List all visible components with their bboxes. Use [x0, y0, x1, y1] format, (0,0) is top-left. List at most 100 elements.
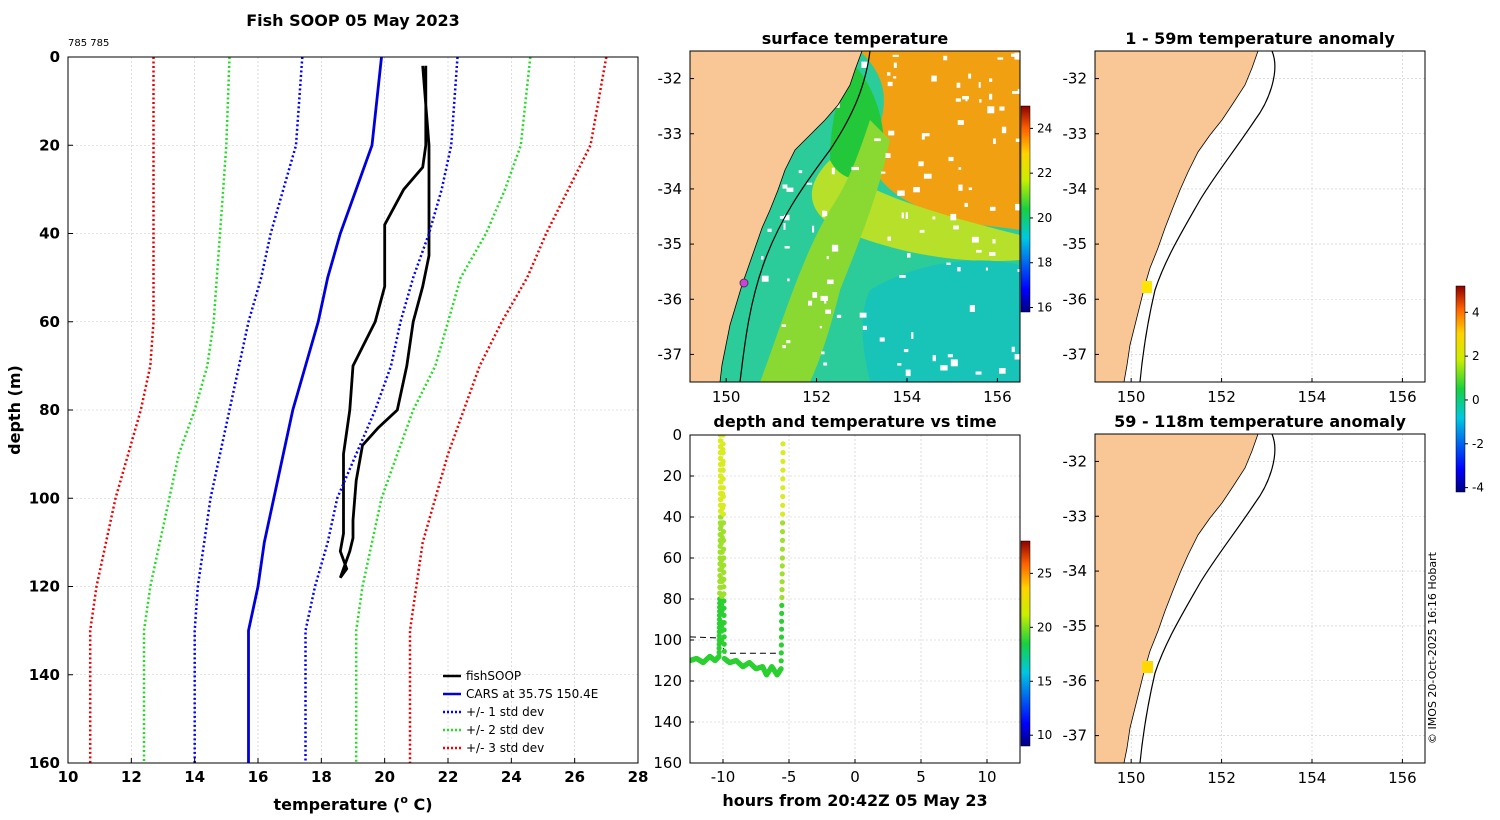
sst-cloud-pixel [921, 135, 925, 140]
sst-south-cool [862, 260, 1020, 382]
sst-cloud-pixel [784, 246, 790, 249]
id-label: 785 785 [68, 38, 109, 49]
timeseries-point [780, 441, 786, 447]
sst-cloud-pixel [781, 324, 787, 327]
profile-xtick-label: 26 [564, 768, 585, 786]
sst-cloud-pixel [958, 184, 963, 191]
sst-cloud-pixel [820, 295, 828, 301]
sst-cloud-pixel [1011, 346, 1015, 353]
profile-xtick-label: 16 [248, 768, 269, 786]
anomaly1-land [1095, 51, 1259, 382]
sst-cloud-pixel [948, 156, 954, 162]
timeseries-grid [690, 434, 1020, 764]
profile-legend: fishSOOP CARS at 35.7S 150.4E +/- 1 std … [443, 669, 598, 755]
timeseries-point [779, 587, 785, 593]
profile-ytick-label: 20 [39, 136, 60, 154]
sst-cloud-pixel [931, 75, 937, 82]
sst-cloud-pixel [968, 73, 972, 79]
sst-cloud-pixel [897, 363, 902, 366]
profile-ylabel: depth (m) [5, 365, 24, 455]
anomaly2-marker [1142, 661, 1153, 673]
sst-cloud-pixel [880, 171, 886, 174]
sst-cloud-pixel [989, 93, 993, 100]
timeseries-xtick-label: 5 [916, 768, 926, 786]
profile-ytick-label: 140 [29, 666, 60, 684]
sst-cloud-pixel [824, 210, 828, 217]
map-ytick-label: -32 [1063, 70, 1088, 88]
sst-cloud-pixel [958, 167, 962, 170]
sst-map [690, 51, 1020, 382]
colorbar-tick-label: 24 [1037, 121, 1052, 135]
profile-ytick-label: 60 [39, 313, 60, 331]
sst-cloud-pixel [989, 252, 996, 256]
anomaly1-title: 1 - 59m temperature anomaly [1125, 29, 1395, 48]
timeseries-reference-line [690, 636, 783, 654]
sst-cloud-pixel [787, 278, 790, 282]
timeseries-point [721, 591, 727, 597]
timeseries-xtick-label: 10 [977, 768, 996, 786]
sst-cloud-pixel [874, 138, 881, 142]
sst-cloud-pixel [950, 359, 958, 367]
sst-cloud-pixel [1014, 354, 1020, 360]
sst-cloud-pixel [989, 206, 996, 211]
sst-cloud-pixel [761, 256, 764, 260]
sst-cloud-pixel [940, 365, 948, 371]
anomaly2-map [1095, 434, 1276, 763]
map-xtick-label: 152 [1207, 769, 1236, 787]
colorbar-tick-label: 15 [1037, 674, 1052, 688]
sst-cloud-pixel [859, 312, 867, 318]
timeseries-ytick-label: 160 [653, 754, 682, 772]
timeseries-point [778, 634, 785, 640]
timeseries-point [780, 520, 786, 526]
map-ytick-label: -33 [1063, 507, 1088, 525]
timeseries-point [779, 571, 785, 577]
timeseries-point [716, 633, 722, 639]
profile-xtick-label: 18 [311, 768, 332, 786]
sst-cloud-pixel [905, 369, 911, 377]
sst-cloud-pixel [911, 332, 914, 339]
timeseries-point [721, 605, 727, 611]
timeseries-point [779, 594, 785, 601]
map-xtick-label: 152 [1207, 388, 1236, 406]
timeseries-point [721, 576, 727, 583]
map-xtick-label: 154 [893, 388, 922, 406]
profile-series-low-2 [193, 56, 304, 763]
sst-cloud-pixel [1014, 52, 1020, 60]
sst-cloud-pixel [919, 229, 925, 233]
colorbar-tick-label: 20 [1037, 211, 1052, 225]
sst-cloud-pixel [893, 76, 897, 79]
sst-track-marker [739, 278, 749, 288]
colorbar-tick-label: -4 [1472, 481, 1484, 495]
profile-ytick-label: 40 [39, 225, 60, 243]
sst-cloud-pixel [985, 267, 988, 271]
timeseries-colorbar [1020, 540, 1031, 747]
map-xtick-label: 152 [802, 388, 831, 406]
sst-cloud-pixel [957, 267, 961, 272]
timeseries-point [721, 569, 727, 576]
anomaly2-isobath [1139, 434, 1276, 763]
sst-cloud-pixel [968, 187, 972, 191]
sst-cloud-pixel [947, 354, 953, 358]
timeseries-point [778, 666, 784, 672]
anomaly1-ticks: 150 152 154 156 -32 -33 -34 -35 -36 -37 [1063, 70, 1417, 406]
map-ytick-label: -36 [1063, 672, 1088, 690]
timeseries-point [721, 537, 727, 544]
sst-cloud-pixel [1011, 53, 1017, 57]
map-ytick-label: -35 [658, 235, 683, 253]
profile-xtick-label: 28 [628, 768, 649, 786]
colorbar-tick-label: -2 [1472, 437, 1484, 451]
sst-cloud-pixel [825, 309, 831, 314]
sst-colorbar [1020, 105, 1031, 313]
timeseries-point [780, 502, 786, 508]
timeseries-point [721, 612, 727, 619]
sst-cloud-pixel [786, 340, 791, 344]
timeseries-point [779, 618, 785, 624]
timeseries-point [720, 435, 726, 438]
timeseries-point [721, 555, 727, 561]
anomaly2-land [1095, 434, 1259, 763]
timeseries-point [720, 458, 726, 464]
sst-cloud-pixel [978, 82, 981, 88]
timeseries-xtick-label: 0 [850, 768, 860, 786]
sst-cloud-pixel [964, 202, 968, 207]
timeseries-ytick-label: 80 [663, 590, 682, 608]
